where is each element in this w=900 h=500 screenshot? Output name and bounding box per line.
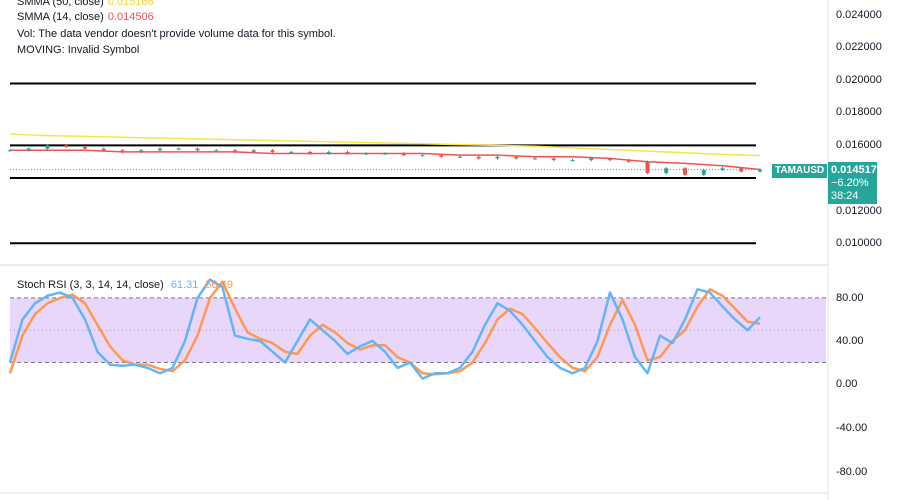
candle-body [758, 169, 762, 172]
candle-body [495, 156, 500, 159]
candle-body [551, 158, 556, 161]
candle-body [326, 151, 331, 154]
candle-body [345, 151, 350, 154]
price-change: −6.20% [831, 177, 869, 189]
candle-body [439, 155, 444, 157]
candle-body [683, 168, 687, 175]
candle-body [514, 156, 519, 159]
candle-body [458, 156, 462, 158]
candle-body [533, 158, 537, 160]
candle-body [251, 150, 256, 152]
osc-tick: 80.00 [836, 292, 864, 304]
candle-body [739, 168, 744, 172]
candle-body [64, 145, 69, 148]
candle-body [720, 168, 725, 170]
legend-smma50: SMMA (50, close) 0.015166 [17, 0, 154, 8]
candle-body [608, 158, 612, 161]
candle-body [195, 148, 200, 151]
candle-body [270, 150, 275, 152]
legend-smma14: SMMA (14, close) 0.014506 [17, 11, 154, 23]
candle-body [83, 147, 87, 149]
last-price: 0.014517 [831, 164, 877, 176]
candle-body [26, 148, 31, 151]
candle-body [401, 153, 406, 156]
price-tick: 0.012000 [836, 205, 882, 217]
stoch-d-value: 56.49 [205, 279, 233, 291]
price-tick: 0.022000 [836, 41, 882, 53]
price-tick: 0.016000 [836, 139, 882, 151]
stoch-legend: Stoch RSI (3, 3, 14, 14, close) 61.31 56… [17, 279, 233, 291]
legend-moving: MOVING: Invalid Symbol [17, 44, 140, 56]
stoch-k-value: 61.31 [170, 279, 199, 291]
legend-smma14-label: SMMA (14, close) [17, 11, 104, 23]
bar-timer: 38:24 [831, 190, 859, 202]
candle-body [476, 156, 481, 159]
price-tick: 0.018000 [836, 106, 882, 118]
candle-body [139, 150, 144, 152]
legend-smma14-value: 0.014506 [107, 11, 154, 23]
candle-body [45, 145, 50, 149]
candle-body [589, 158, 594, 161]
osc-tick: -40.00 [836, 422, 868, 434]
symbol-badge: TAMAUSD [772, 164, 828, 178]
stoch-label: Stoch RSI (3, 3, 14, 14, close) [17, 279, 164, 291]
candle-body [289, 151, 294, 153]
candle-body [701, 169, 706, 175]
osc-tick: -80.00 [836, 466, 868, 478]
stoch-k-line [8, 278, 761, 380]
candle-body [664, 168, 669, 174]
legend-volume: Vol: The data vendor doesn't provide vol… [17, 28, 336, 40]
price-tick: 0.020000 [836, 74, 882, 86]
candle-body [214, 150, 219, 152]
last-price-label: 0.014517 −6.20% 38:24 [828, 162, 877, 204]
price-tick: 0.024000 [836, 9, 882, 21]
candle-body [308, 151, 312, 154]
price-tick: 0.010000 [836, 237, 882, 249]
legend-smma50-label: SMMA (50, close) [17, 0, 104, 8]
osc-tick: 40.00 [836, 335, 864, 347]
candle-body [233, 150, 237, 152]
candle-body [383, 153, 387, 155]
candle-body [176, 148, 181, 150]
candle-body [570, 160, 575, 162]
candle-body [626, 160, 631, 162]
candle-body [101, 148, 106, 151]
candle-body [158, 148, 162, 151]
legend-smma50-value: 0.015166 [107, 0, 154, 8]
candle-body [120, 150, 125, 152]
candle-body [364, 153, 369, 155]
candle-body [420, 155, 425, 157]
osc-tick: 0.00 [836, 378, 858, 390]
smma50-line [9, 133, 761, 157]
candle-body [645, 161, 650, 174]
candle-body [8, 150, 12, 152]
